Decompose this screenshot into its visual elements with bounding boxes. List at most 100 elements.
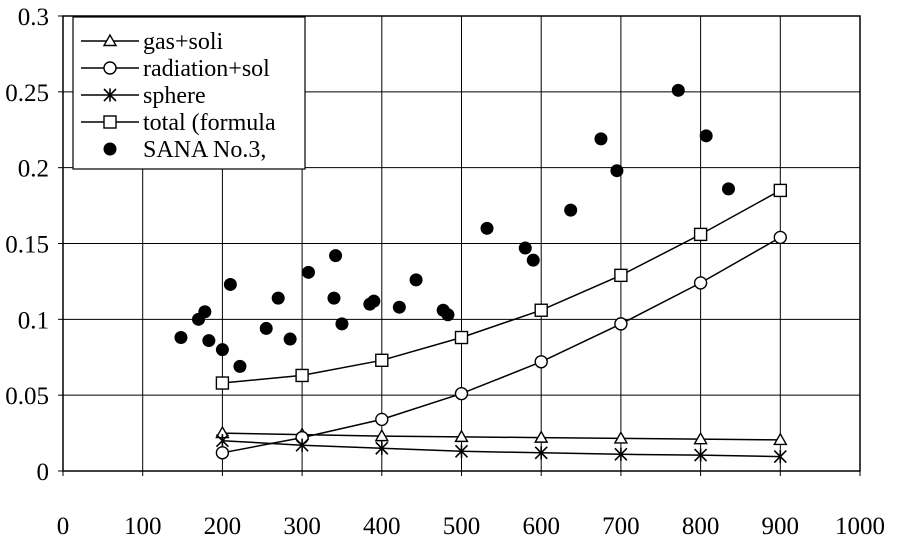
x-tick-label: 900 bbox=[762, 513, 800, 540]
data-point-radiation-sol bbox=[375, 412, 389, 427]
data-point-sphere bbox=[375, 441, 389, 455]
data-point-sana-no-3 bbox=[202, 334, 216, 348]
y-tick-label: 0.25 bbox=[5, 80, 49, 107]
data-point-total-formula bbox=[454, 330, 469, 345]
data-point-sana-no-3 bbox=[259, 321, 273, 335]
data-point-radiation-sol bbox=[614, 317, 628, 331]
legend-marker-sana-no-3 bbox=[103, 142, 117, 156]
x-tick-label: 300 bbox=[283, 513, 321, 540]
data-point-sana-no-3 bbox=[215, 343, 229, 357]
legend-label: gas+soli bbox=[143, 29, 224, 55]
data-point-sana-no-3 bbox=[223, 277, 237, 291]
data-point-sana-no-3 bbox=[367, 294, 381, 308]
series-radiation-sol bbox=[215, 230, 787, 460]
data-point-sana-no-3 bbox=[283, 332, 297, 346]
legend-label: sphere bbox=[143, 83, 206, 109]
data-point-sana-no-3 bbox=[671, 83, 685, 97]
y-tick-label: 0.3 bbox=[18, 4, 49, 31]
data-point-sana-no-3 bbox=[594, 132, 608, 146]
data-point-gas-soli bbox=[693, 431, 708, 445]
legend-item-total-formula: total (formula bbox=[81, 110, 276, 136]
x-tick-label: 0 bbox=[57, 513, 70, 540]
plot-frame bbox=[62, 15, 861, 472]
data-point-sphere bbox=[614, 447, 628, 461]
data-point-sana-no-3 bbox=[699, 129, 713, 143]
data-point-gas-soli bbox=[374, 428, 390, 442]
x-tick-label: 100 bbox=[124, 513, 162, 540]
y-tick-label: 0.1 bbox=[18, 307, 49, 334]
legend-label: SANA No.3, bbox=[143, 137, 266, 163]
legend-label: radiation+sol bbox=[143, 56, 270, 82]
y-tick-label: 0.05 bbox=[5, 383, 49, 410]
data-point-sana-no-3 bbox=[480, 221, 494, 235]
data-point-sana-no-3 bbox=[721, 182, 735, 196]
y-axis-ticks: 0 0.05 0.1 0.15 0.2 0.25 0.3 bbox=[5, 4, 49, 486]
data-point-total-formula bbox=[773, 183, 787, 198]
data-point-sana-no-3 bbox=[301, 265, 315, 279]
x-axis-ticks: 0 100 200 300 400 500 600 700 800 900 1000 bbox=[57, 513, 885, 540]
legend-marker-sphere bbox=[103, 88, 117, 102]
data-point-total-formula bbox=[614, 268, 628, 283]
legend-item-gas-soli: gas+soli bbox=[81, 29, 224, 55]
data-point-sana-no-3 bbox=[271, 291, 285, 305]
data-point-gas-soli bbox=[533, 430, 549, 443]
series-line-total-formula bbox=[222, 189, 781, 384]
data-point-gas-soli bbox=[613, 430, 629, 444]
x-tick-label: 800 bbox=[682, 513, 720, 540]
series-line-sphere bbox=[222, 439, 781, 458]
legend-marker-gas-soli bbox=[102, 33, 118, 47]
data-point-sana-no-3 bbox=[518, 241, 532, 255]
data-point-sphere bbox=[215, 434, 229, 448]
data-point-sphere bbox=[534, 446, 548, 460]
y-tick-label: 0.15 bbox=[5, 232, 49, 259]
data-point-sana-no-3 bbox=[564, 203, 578, 217]
data-point-sana-no-3 bbox=[335, 317, 349, 331]
data-point-sana-no-3 bbox=[409, 273, 423, 287]
data-point-sana-no-3 bbox=[392, 300, 406, 314]
y-tick-label: 0.2 bbox=[18, 156, 49, 183]
data-point-sphere bbox=[694, 448, 708, 462]
data-point-sana-no-3 bbox=[526, 253, 540, 267]
data-point-total-formula bbox=[693, 227, 708, 242]
series-sana-no-3 bbox=[174, 83, 735, 373]
data-point-sana-no-3 bbox=[198, 305, 212, 319]
series-line-radiation-sol bbox=[222, 236, 781, 454]
legend-item-sana-no-3: SANA No.3, bbox=[103, 137, 266, 163]
x-tick-label: 600 bbox=[522, 513, 560, 540]
data-point-sana-no-3 bbox=[610, 164, 624, 178]
legend-marker-radiation-sol bbox=[103, 61, 117, 75]
data-point-radiation-sol bbox=[534, 355, 548, 369]
x-tick-label: 400 bbox=[363, 513, 401, 540]
data-point-total-formula bbox=[375, 353, 389, 367]
data-point-sphere bbox=[773, 449, 787, 464]
legend-item-sphere: sphere bbox=[81, 83, 206, 109]
data-point-sana-no-3 bbox=[174, 331, 188, 345]
series-sphere bbox=[215, 434, 787, 464]
data-point-sphere bbox=[454, 444, 469, 458]
data-point-sana-no-3 bbox=[327, 291, 341, 305]
x-tick-label: 200 bbox=[204, 513, 242, 540]
legend-marker-total-formula bbox=[103, 115, 117, 129]
data-point-gas-soli bbox=[773, 432, 788, 446]
legend-item-radiation-sol: radiation+sol bbox=[81, 56, 270, 82]
data-point-total-formula bbox=[295, 368, 309, 383]
data-point-radiation-sol bbox=[215, 446, 230, 460]
x-tick-label: 1000 bbox=[835, 513, 885, 540]
x-tick-label: 500 bbox=[443, 513, 481, 540]
legend-label: total (formula bbox=[143, 110, 276, 136]
series-layer bbox=[174, 83, 788, 464]
data-point-sphere bbox=[295, 438, 309, 452]
data-point-sana-no-3 bbox=[233, 359, 247, 373]
data-point-sana-no-3 bbox=[329, 249, 343, 263]
data-point-gas-soli bbox=[454, 429, 469, 443]
y-tick-label: 0 bbox=[37, 459, 50, 486]
data-point-radiation-sol bbox=[454, 386, 469, 401]
data-point-total-formula bbox=[534, 303, 548, 317]
data-point-total-formula bbox=[215, 376, 230, 390]
data-point-radiation-sol bbox=[773, 230, 787, 245]
x-tick-label: 700 bbox=[602, 513, 640, 540]
data-point-sana-no-3 bbox=[441, 308, 455, 322]
series-total-formula bbox=[215, 183, 787, 390]
